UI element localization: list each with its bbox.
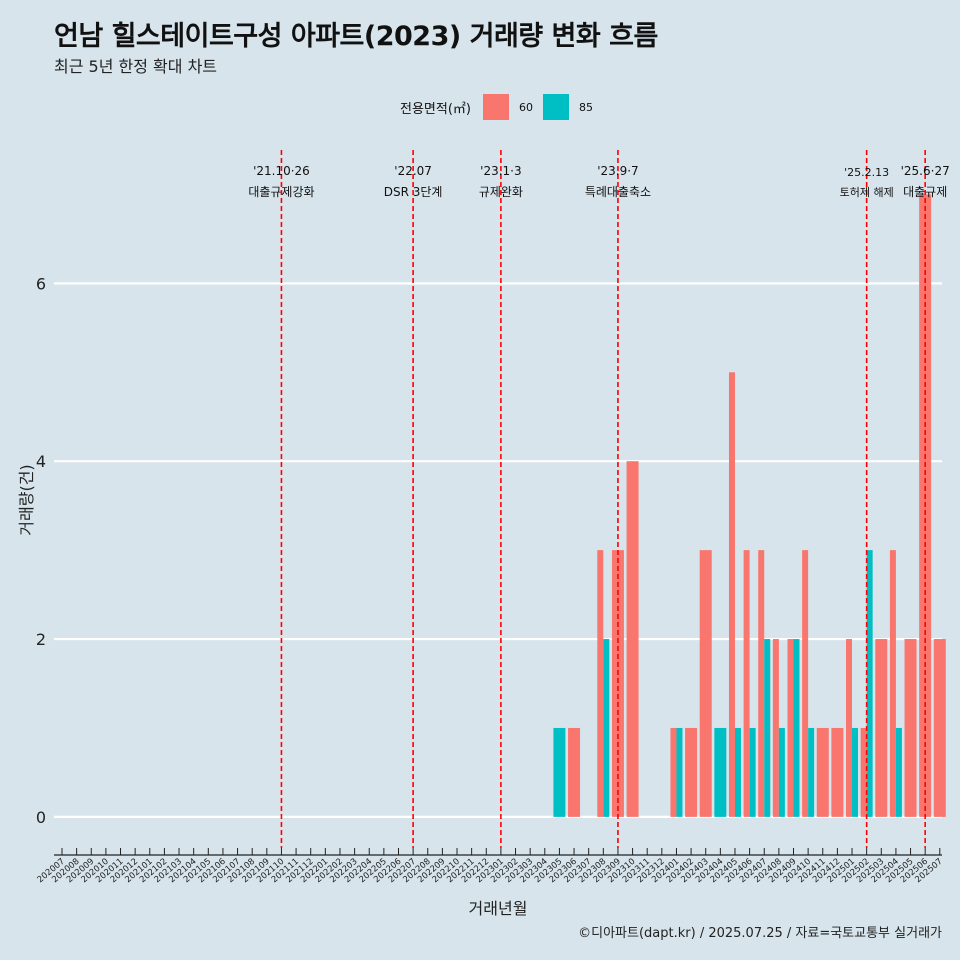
bar-60-202505 <box>904 639 917 817</box>
event-text-label: 토허제 해제 <box>840 185 894 199</box>
bar-60-202405 <box>728 372 735 817</box>
bar-85-202408 <box>778 727 785 817</box>
bar-60-202310 <box>626 461 639 817</box>
bar-85-202305 <box>553 727 566 817</box>
bar-60-202402 <box>685 727 698 817</box>
bar-85-202501 <box>852 727 859 817</box>
bars <box>553 194 946 817</box>
bar-85-202308 <box>603 639 610 817</box>
bar-60-202407 <box>758 550 765 817</box>
legend-item-85: 85 <box>542 94 593 120</box>
bar-60-202503 <box>875 639 888 817</box>
bar-60-202507 <box>933 639 946 817</box>
event-date-label: '23.9·7 <box>597 164 638 178</box>
bar-60-202410 <box>802 550 809 817</box>
chart-subtitle: 최근 5년 한정 확대 차트 <box>54 57 218 76</box>
bar-85-202407 <box>764 639 771 817</box>
legend-key-60 <box>482 94 509 120</box>
y-tick-label: 4 <box>36 452 46 471</box>
bar-60-202403 <box>699 550 712 817</box>
y-tick-label: 6 <box>36 274 46 293</box>
chart-caption: ©디아파트(dapt.kr) / 2025.07.25 / 자료=국토교통부 실… <box>578 926 942 941</box>
legend-title: 전용면적(㎡) <box>400 101 471 117</box>
y-axis-label: 거래량(건) <box>17 464 36 535</box>
y-tick-label: 2 <box>36 630 46 649</box>
event-date-label: '25.2.13 <box>844 166 889 179</box>
event-text-label: 특례대출축소 <box>585 185 651 199</box>
bar-60-202401 <box>670 727 677 817</box>
y-axis: 0 2 4 6 <box>36 274 46 827</box>
event-date-label: '23.1·3 <box>480 164 521 178</box>
event-text-label: DSR 3단계 <box>384 185 443 199</box>
event-text-label: 규제완화 <box>479 185 523 199</box>
x-axis-label: 거래년월 <box>469 899 528 918</box>
bar-60-202504 <box>889 550 896 817</box>
x-axis: 2020072020082020092020102020112020122021… <box>36 848 945 885</box>
bar-60-202308 <box>597 550 604 817</box>
bar-60-202406 <box>743 550 750 817</box>
bar-85-202404 <box>714 727 727 817</box>
event-date-label: '25.6·27 <box>901 164 950 178</box>
bar-60-202412 <box>831 727 844 817</box>
bar-85-202504 <box>895 727 902 817</box>
bar-60-202309 <box>611 550 624 817</box>
event-text-label: 대출규제강화 <box>248 185 314 199</box>
event-annotations: '21.10·26 대출규제강화 '22.07 DSR 3단계 '23.1·3 규제완화 '… <box>248 164 949 199</box>
event-lines <box>280 150 926 848</box>
event-text-label: 대출규제 <box>903 185 947 199</box>
legend-label-85: 85 <box>578 100 593 114</box>
bar-60-202306 <box>568 727 581 817</box>
y-tick-label: 0 <box>36 808 46 827</box>
bar-85-202405 <box>734 727 741 817</box>
bar-85-202410 <box>808 727 815 817</box>
bar-60-202502 <box>860 727 867 817</box>
bar-85-202502 <box>866 550 873 817</box>
event-date-label: '21.10·26 <box>253 164 310 178</box>
event-date-label: '22.07 <box>394 164 432 178</box>
legend-key-85 <box>542 94 569 120</box>
bar-60-202501 <box>846 639 853 817</box>
legend: 전용면적(㎡) 60 85 <box>400 94 603 120</box>
bar-85-202406 <box>749 727 756 817</box>
legend-item-60: 60 <box>482 94 533 120</box>
bar-60-202411 <box>816 727 829 817</box>
bar-85-202409 <box>793 639 800 817</box>
chart-title: 언남 힐스테이트구성 아파트(2023) 거래량 변화 흐름 <box>54 21 658 52</box>
bar-85-202401 <box>676 727 683 817</box>
bar-60-202409 <box>787 639 794 817</box>
legend-label-60: 60 <box>518 100 533 114</box>
bar-60-202408 <box>772 639 779 817</box>
